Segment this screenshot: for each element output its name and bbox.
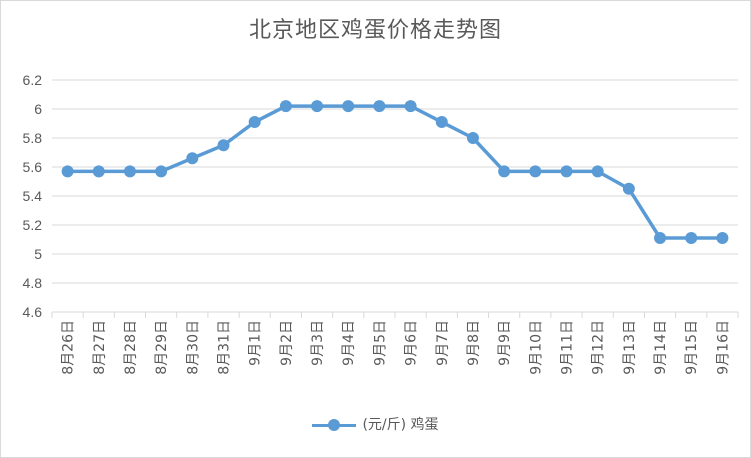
x-tick-label: 9月12日 <box>591 320 607 375</box>
data-point <box>466 132 479 144</box>
legend-marker-icon <box>312 418 357 432</box>
x-tick-label: 9月9日 <box>497 320 513 366</box>
data-point <box>373 100 386 113</box>
data-point <box>155 165 168 178</box>
data-point <box>92 165 105 178</box>
data-point <box>498 165 511 178</box>
x-tick-label: 9月1日 <box>248 320 264 366</box>
gridlines <box>51 79 739 318</box>
x-tick-label: 9月10日 <box>528 320 544 375</box>
x-tick-label: 9月11日 <box>560 320 576 375</box>
data-point <box>529 165 542 178</box>
data-point <box>716 232 729 245</box>
data-point <box>217 139 230 152</box>
data-point <box>685 232 698 245</box>
legend: (元/斤) 鸡蛋 <box>0 414 751 434</box>
y-tick-label: 6 <box>34 101 42 117</box>
y-tick-label: 5.8 <box>23 130 43 146</box>
y-tick-label: 5.4 <box>23 188 43 204</box>
legend-label: (元/斤) 鸡蛋 <box>362 417 439 433</box>
y-tick-label: 5.2 <box>23 217 43 233</box>
x-tick-label: 9月14日 <box>653 320 669 375</box>
x-tick-label: 9月6日 <box>404 320 420 366</box>
x-tick-label: 9月7日 <box>435 320 451 366</box>
y-tick-label: 4.6 <box>23 304 43 320</box>
x-tick-label: 9月8日 <box>466 320 482 366</box>
x-tick-label: 9月2日 <box>279 320 295 366</box>
data-point <box>279 100 292 113</box>
data-point <box>404 100 417 113</box>
x-tick-label: 9月15日 <box>684 320 700 375</box>
series-line <box>67 104 723 240</box>
y-tick-label: 5.6 <box>23 159 43 175</box>
x-tick-label: 8月28日 <box>123 320 139 375</box>
x-tick-label: 9月16日 <box>715 320 731 375</box>
y-axis-tick-labels: 4.6 4.8 5 5.2 5.4 5.6 5.8 6 6.2 <box>23 72 43 320</box>
x-axis-tick-labels: 8月26日 8月27日 8月28日 8月29日 8月30日 8月31日 9月1日 9月2日 9月… <box>61 320 732 375</box>
series-egg-price <box>61 100 729 245</box>
data-point <box>435 116 448 129</box>
data-point <box>61 165 74 178</box>
data-point <box>560 165 573 178</box>
chart-title: 北京地区鸡蛋价格走势图 <box>248 18 502 43</box>
x-tick-label: 9月13日 <box>622 320 638 375</box>
y-tick-label: 4.8 <box>23 275 43 291</box>
data-point <box>248 116 261 129</box>
x-tick-label: 8月26日 <box>61 320 77 375</box>
data-point <box>591 165 604 178</box>
data-point <box>342 100 355 113</box>
x-tick-label: 8月30日 <box>185 320 201 375</box>
data-point <box>311 100 324 113</box>
data-point <box>123 165 136 178</box>
data-point <box>654 232 667 245</box>
data-point <box>186 152 199 165</box>
x-tick-label: 9月4日 <box>341 320 357 366</box>
x-tick-label: 8月31日 <box>217 320 233 375</box>
x-tick-label: 8月27日 <box>92 320 108 375</box>
x-tick-label: 8月29日 <box>154 320 170 375</box>
x-tick-label: 9月5日 <box>372 320 388 366</box>
data-point <box>622 182 635 195</box>
y-tick-label: 5 <box>34 246 42 262</box>
x-tick-label: 9月3日 <box>310 320 326 366</box>
y-tick-label: 6.2 <box>23 72 43 88</box>
